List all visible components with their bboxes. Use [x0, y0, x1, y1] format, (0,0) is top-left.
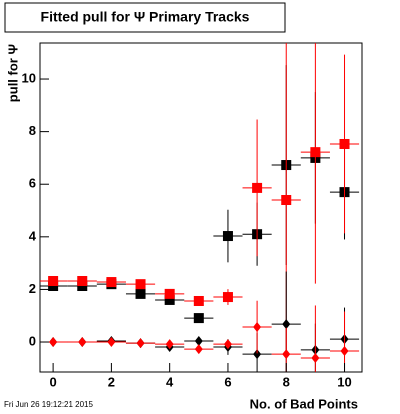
y-tick-label: 8	[29, 123, 36, 138]
y-tick-label: 2	[29, 281, 36, 296]
diamond-marker	[194, 335, 203, 346]
y-tick-label: 6	[29, 176, 36, 191]
square-marker	[281, 195, 292, 206]
diamond-marker	[253, 322, 262, 333]
square-marker	[77, 276, 88, 287]
square-marker	[193, 295, 204, 306]
square-marker	[106, 277, 117, 288]
diamond-marker	[311, 353, 320, 364]
square-marker	[164, 294, 175, 305]
diamond-marker	[253, 349, 262, 360]
title-box	[4, 2, 286, 33]
diamond-marker	[49, 337, 58, 348]
y-tick-label: 4	[29, 228, 37, 243]
x-tick-label: 6	[224, 374, 231, 389]
diamond-marker	[223, 339, 232, 350]
y-axis-label: pull for Ψ	[5, 44, 20, 102]
diamond-marker	[340, 345, 349, 356]
plot-area	[40, 43, 360, 372]
diamond-marker	[194, 344, 203, 355]
y-tick-label: 10	[22, 70, 36, 85]
x-tick-label: 4	[166, 374, 174, 389]
chart-title: Fitted pull for Ψ Primary Tracks	[41, 9, 250, 25]
square-marker	[222, 292, 233, 303]
frame	[39, 42, 363, 373]
x-tick-label: 2	[108, 374, 115, 389]
x-tick-label: 10	[337, 374, 351, 389]
x-tick-label: 8	[283, 374, 290, 389]
square-marker	[135, 288, 146, 299]
square-marker	[310, 147, 321, 158]
y-tick-label: 0	[29, 333, 36, 348]
diamond-marker	[78, 337, 87, 348]
square-marker	[339, 138, 350, 149]
square-marker	[164, 288, 175, 299]
square-marker	[193, 313, 204, 324]
diamond-marker	[107, 337, 116, 348]
square-marker	[222, 231, 233, 242]
diamond-marker	[282, 319, 291, 330]
footer: Fri Jun 26 19:12:21 2015	[4, 400, 94, 409]
square-marker	[252, 182, 263, 193]
x-tick-label: 0	[49, 374, 56, 389]
x-axis-label: No. of Bad Points	[250, 396, 358, 411]
square-marker	[48, 276, 59, 287]
diamond-marker	[282, 349, 291, 360]
square-marker	[135, 279, 146, 290]
diamond-marker	[165, 339, 174, 350]
diamond-marker	[136, 338, 145, 349]
